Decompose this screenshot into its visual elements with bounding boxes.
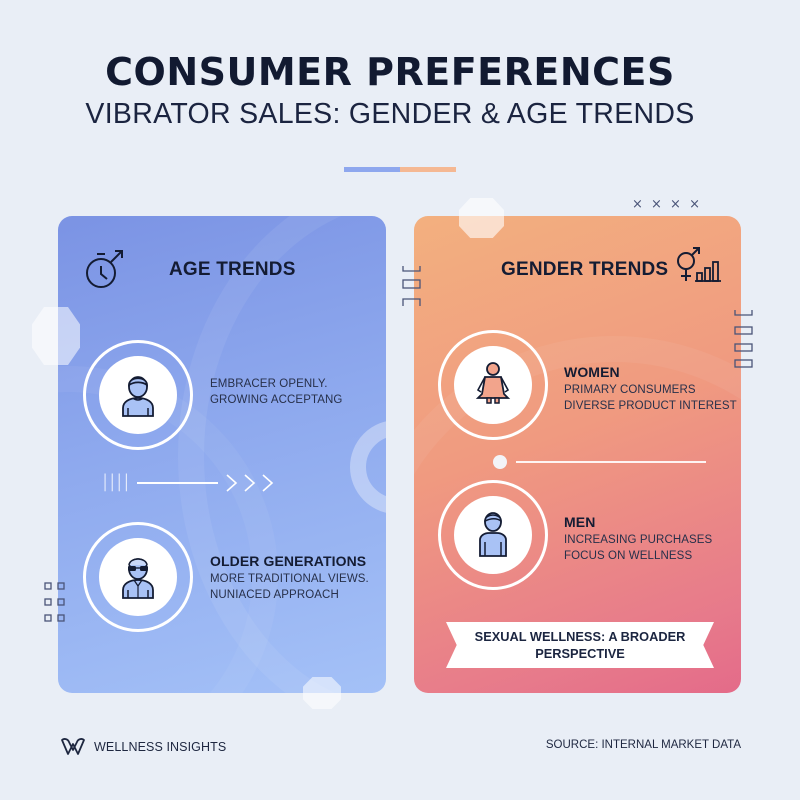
item-line: MORE TRADITIONAL VIEWS. xyxy=(210,573,369,585)
young-person-avatar-ring xyxy=(83,340,193,450)
page-title: CONSUMER PREFERENCES xyxy=(105,50,675,94)
hexagon-decoration xyxy=(32,307,80,365)
item-line: NUNIACED APPROACH xyxy=(210,588,339,601)
older-person-glasses-icon xyxy=(122,558,154,599)
age-trends-heading: AGE TRENDS xyxy=(169,259,296,280)
connector-bars: |||| xyxy=(102,471,131,492)
age-item-older: OLDER GENERATIONS MORE TRADITIONAL VIEWS… xyxy=(210,553,369,603)
woman-icon xyxy=(475,362,511,404)
connector-dot xyxy=(493,455,507,469)
man-avatar-ring xyxy=(438,480,548,590)
gender-item-men: MEN INCREASING PURCHASES FOCUS ON WELLNE… xyxy=(564,514,712,564)
man-icon xyxy=(479,512,507,557)
footer-source: SOURCE: INTERNAL MARKET DATA xyxy=(545,739,741,751)
item-line: DIVERSE PRODUCT INTEREST xyxy=(564,399,737,412)
footer-brand-block: WELLNESS INSIGHTS xyxy=(60,737,226,757)
item-line: PRIMARY CONSUMERS xyxy=(564,384,696,396)
item-line: INCREASING PURCHASES xyxy=(564,534,713,546)
item-line: GROWING ACCEPTANG xyxy=(210,393,343,406)
item-title: MEN xyxy=(564,514,596,530)
wellness-banner: SEXUAL WELLNESS: A BROADER PERSPECTIVE xyxy=(446,622,714,668)
older-person-avatar-ring xyxy=(83,522,193,632)
young-person-icon xyxy=(122,376,154,417)
gender-trends-card: GENDER TRENDS WOMEN PRIMARY CONSUMERS DI… xyxy=(414,216,741,693)
stopwatch-male-icon xyxy=(86,250,123,288)
age-item-young: EMBRACER OPENLY. GROWING ACCEPTANG xyxy=(210,377,342,408)
connector-line xyxy=(516,461,706,463)
gender-trends-heading: GENDER TRENDS xyxy=(501,259,669,280)
item-line: FOCUS ON WELLNESS xyxy=(564,549,693,562)
gender-chart-icon xyxy=(677,247,721,282)
cross-marks-decoration: × × × × xyxy=(632,197,702,212)
wellness-logo-icon xyxy=(61,738,85,755)
title-divider-blue xyxy=(344,167,400,172)
bracket-decoration xyxy=(734,310,753,368)
hexagon-decoration xyxy=(303,677,341,709)
card-gap xyxy=(386,216,414,693)
page-subtitle: VIBRATOR SALES: GENDER & AGE TRENDS xyxy=(85,98,695,130)
title-divider-peach xyxy=(400,167,456,172)
connector-line xyxy=(137,482,218,484)
item-line: EMBRACER OPENLY. xyxy=(210,378,328,390)
gender-item-women: WOMEN PRIMARY CONSUMERS DIVERSE PRODUCT … xyxy=(564,364,737,414)
woman-avatar-ring xyxy=(438,330,548,440)
age-trends-card: AGE TRENDS EMBRACER OPENLY. GROWING ACCE… xyxy=(58,216,386,693)
chevrons-right-icon xyxy=(226,474,274,492)
hexagon-decoration xyxy=(459,198,504,238)
footer-brand-name: WELLNESS INSIGHTS xyxy=(94,740,227,754)
item-title: WOMEN xyxy=(564,364,620,380)
dots-grid-decoration xyxy=(44,582,65,622)
item-title: OLDER GENERATIONS xyxy=(210,553,367,569)
bracket-decoration xyxy=(402,266,421,306)
